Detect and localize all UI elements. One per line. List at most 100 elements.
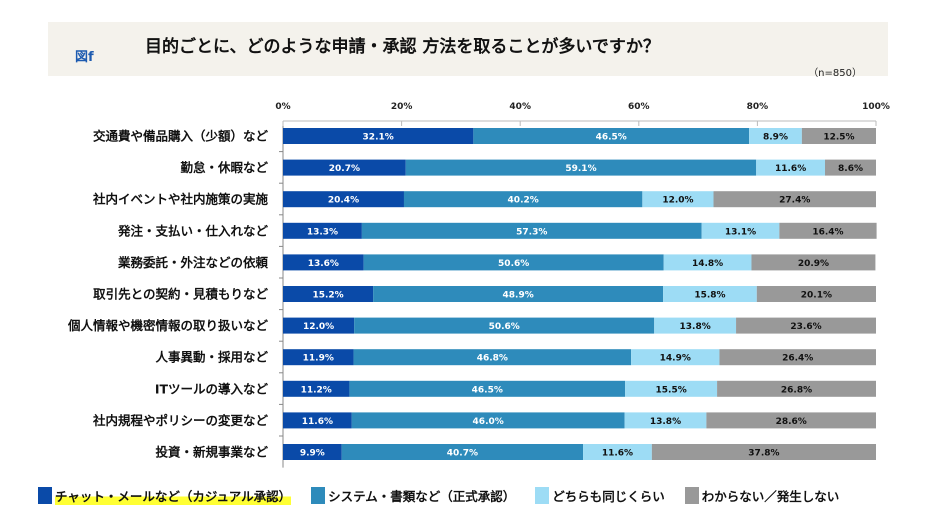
category-label: 投資・新規事業など bbox=[155, 445, 268, 460]
legend-swatch bbox=[535, 487, 550, 504]
bar-segment bbox=[363, 254, 664, 271]
data-label: 20.4% bbox=[328, 196, 359, 206]
bar-segment bbox=[283, 159, 406, 176]
bar-segment bbox=[283, 286, 374, 302]
bar-segment bbox=[663, 254, 752, 271]
bar-segment bbox=[825, 159, 876, 176]
bar-segment bbox=[351, 412, 625, 429]
bar-segment bbox=[283, 254, 364, 271]
category-label: 取引先との契約・見積もりなど bbox=[93, 287, 268, 302]
bar-segment bbox=[349, 380, 626, 397]
data-label: 11.6% bbox=[775, 164, 806, 174]
bar-segment bbox=[473, 128, 750, 144]
bar-segment bbox=[713, 191, 876, 208]
data-label: 15.8% bbox=[694, 291, 725, 301]
bar-segment bbox=[801, 128, 876, 144]
legend-label: システム・書類など（正式承認） bbox=[328, 489, 516, 504]
legend-item: チャット・メールなど（カジュアル承認） bbox=[38, 486, 292, 505]
x-tick-label: 100% bbox=[862, 102, 890, 112]
category-label: ITツールの導入など bbox=[155, 381, 269, 396]
bar-segment bbox=[283, 444, 342, 460]
data-label: 8.6% bbox=[838, 164, 863, 174]
data-label: 15.2% bbox=[312, 291, 343, 301]
data-label: 26.4% bbox=[782, 354, 813, 364]
bar-segment bbox=[719, 349, 876, 366]
data-label: 12.5% bbox=[823, 133, 854, 143]
figure-label: 図f bbox=[75, 50, 94, 65]
data-label: 28.6% bbox=[776, 417, 807, 427]
data-label: 40.2% bbox=[508, 196, 539, 206]
category-label: 発注・支払い・仕入れなど bbox=[117, 223, 269, 238]
data-label: 20.7% bbox=[329, 164, 360, 174]
category-label: 勤怠・休暇など bbox=[180, 160, 268, 175]
data-label: 23.6% bbox=[790, 322, 821, 332]
data-label: 12.0% bbox=[662, 196, 693, 206]
bar-segment bbox=[283, 349, 354, 366]
data-label: 20.9% bbox=[798, 259, 829, 269]
data-label: 15.5% bbox=[656, 385, 687, 395]
bar-segment bbox=[583, 444, 652, 460]
bar-segment bbox=[651, 444, 876, 460]
x-tick-label: 80% bbox=[747, 102, 769, 112]
bar-segment bbox=[749, 128, 802, 144]
category-label: 社内イベントや社内施策の実施 bbox=[92, 192, 269, 207]
category-label: 社内規程やポリシーの変更など bbox=[92, 413, 269, 428]
legend-item: わからない／発生しない bbox=[684, 486, 840, 505]
sample-size: （n=850） bbox=[808, 68, 862, 79]
category-label: 交通費や備品購入（少額）など bbox=[93, 129, 269, 144]
bar-segment bbox=[283, 380, 350, 397]
legend-label: わからない／発生しない bbox=[701, 489, 840, 504]
data-label: 13.8% bbox=[650, 417, 681, 427]
bar-segment bbox=[373, 286, 664, 302]
data-label: 14.8% bbox=[692, 259, 723, 269]
bar-segment bbox=[403, 191, 643, 208]
bar-segment bbox=[756, 159, 826, 176]
data-label: 13.6% bbox=[308, 259, 339, 269]
bar-segment bbox=[642, 191, 714, 208]
bar-segment bbox=[361, 222, 702, 239]
bar-segment bbox=[663, 286, 757, 302]
legend-swatch bbox=[684, 487, 699, 504]
bar-segment bbox=[779, 222, 877, 239]
bar-segment bbox=[283, 191, 404, 208]
legend-item: どちらも同じくらい bbox=[535, 486, 665, 505]
data-label: 16.4% bbox=[812, 227, 843, 237]
bar-segment bbox=[756, 286, 876, 302]
data-label: 11.2% bbox=[301, 385, 332, 395]
legend-item: システム・書類など（正式承認） bbox=[311, 486, 515, 505]
data-label: 59.1% bbox=[565, 164, 596, 174]
data-label: 50.6% bbox=[489, 322, 520, 332]
category-label: 業務委託・外注などの依頼 bbox=[117, 255, 269, 270]
data-label: 9.9% bbox=[300, 449, 325, 459]
data-label: 50.6% bbox=[498, 259, 529, 269]
bar-segment bbox=[736, 317, 876, 334]
chart-title: 目的ごとに、どのような申請・承認 方法を取ることが多いですか？ bbox=[145, 37, 660, 57]
x-tick-label: 0% bbox=[275, 102, 290, 112]
legend-swatch bbox=[311, 487, 326, 504]
data-label: 57.3% bbox=[516, 227, 547, 237]
data-label: 37.8% bbox=[748, 449, 779, 459]
data-label: 13.3% bbox=[307, 227, 338, 237]
data-label: 48.9% bbox=[503, 291, 534, 301]
bar-segment bbox=[717, 380, 876, 397]
bar-segment bbox=[751, 254, 876, 271]
bar-segment bbox=[283, 128, 474, 144]
data-label: 40.7% bbox=[447, 449, 478, 459]
legend-label: チャット・メールなど（カジュアル承認） bbox=[55, 486, 292, 505]
x-tick-label: 40% bbox=[509, 102, 531, 112]
data-label: 46.0% bbox=[473, 417, 504, 427]
category-label: 個人情報や機密情報の取り扱いなど bbox=[67, 318, 269, 333]
bar-segment bbox=[706, 412, 876, 429]
data-label: 8.9% bbox=[763, 133, 788, 143]
data-label: 12.0% bbox=[303, 322, 334, 332]
x-tick-label: 20% bbox=[391, 102, 413, 112]
category-label: 人事異動・採用など bbox=[155, 350, 268, 365]
title-banner bbox=[48, 22, 888, 76]
data-label: 11.6% bbox=[602, 449, 633, 459]
data-label: 27.4% bbox=[779, 196, 810, 206]
bar-segment bbox=[354, 317, 655, 334]
bar-segment bbox=[631, 349, 720, 366]
legend-label: どちらも同じくらい bbox=[552, 489, 665, 504]
data-label: 13.1% bbox=[725, 227, 756, 237]
